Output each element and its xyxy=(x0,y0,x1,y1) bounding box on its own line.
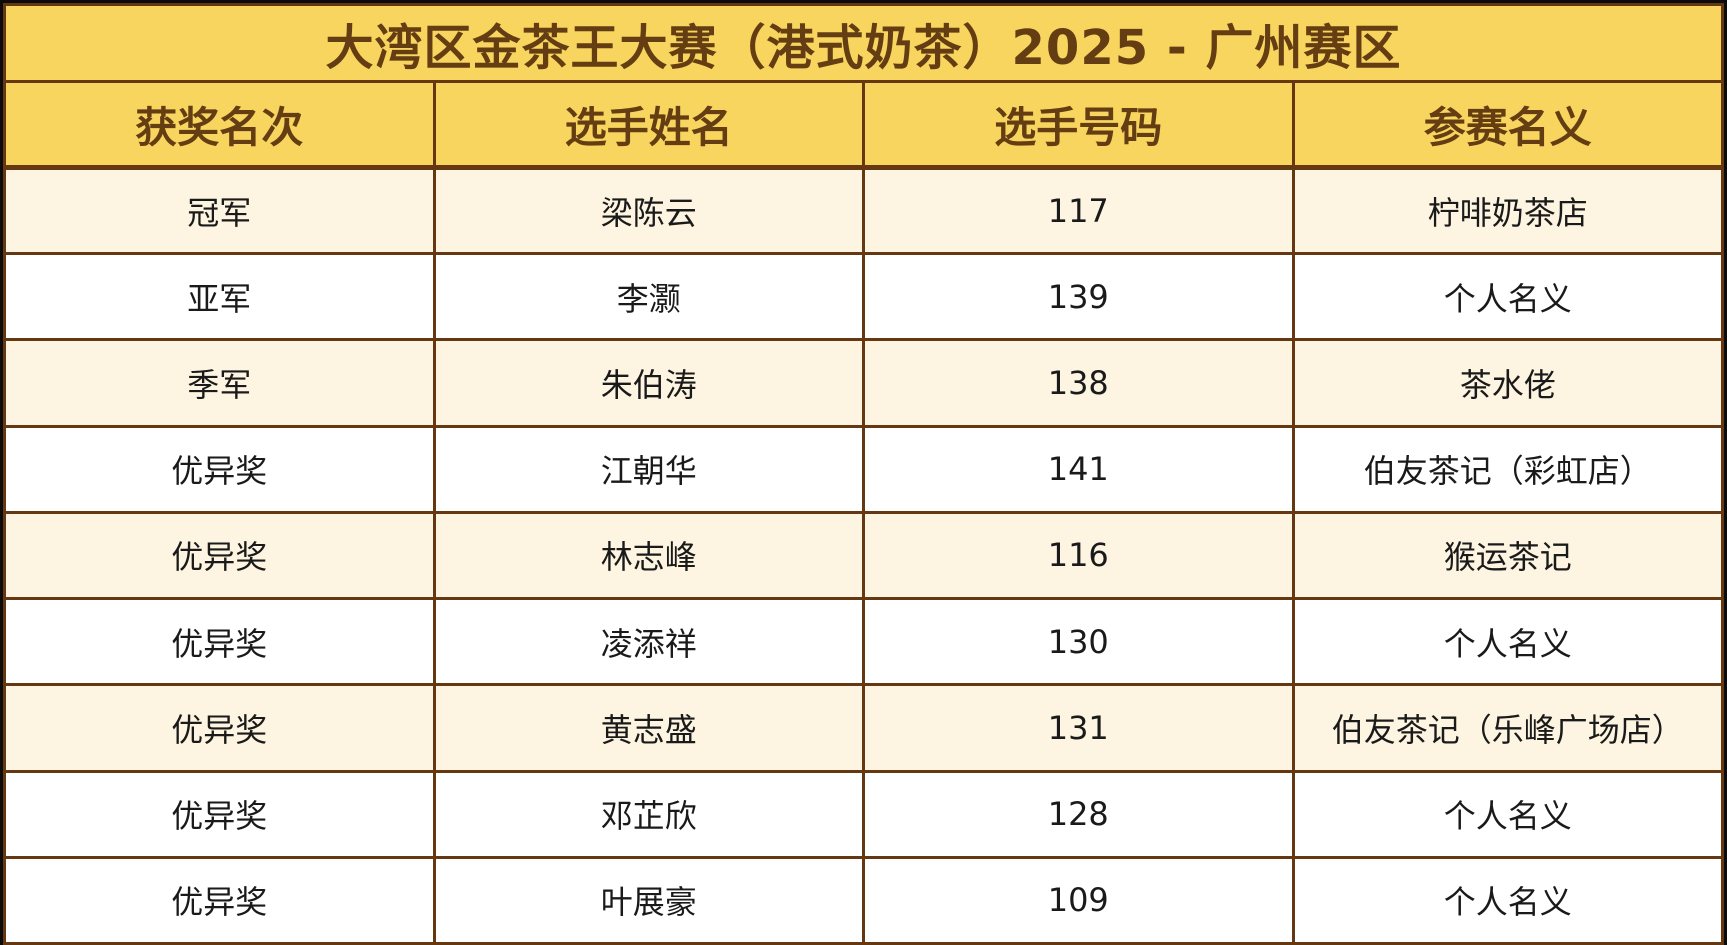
cell-name: 黄志盛 xyxy=(432,683,865,773)
cell-entity: 个人名义 xyxy=(1291,769,1724,859)
cell-number: 117 xyxy=(862,165,1295,256)
results-table: 大湾区金茶王大赛（港式奶茶）2025 - 广州赛区 获奖名次 选手姓名 选手号码… xyxy=(3,3,1724,945)
table-row: 优异奖 黄志盛 131 伯友茶记（乐峰广场店） xyxy=(3,683,1724,773)
cell-entity: 伯友茶记（乐峰广场店） xyxy=(1291,683,1724,773)
cell-name: 凌添祥 xyxy=(432,597,865,687)
cell-rank: 冠军 xyxy=(3,165,436,256)
title-row: 大湾区金茶王大赛（港式奶茶）2025 - 广州赛区 xyxy=(3,3,1724,83)
cell-entity: 个人名义 xyxy=(1291,597,1724,687)
cell-number: 130 xyxy=(862,597,1295,687)
cell-rank: 优异奖 xyxy=(3,769,436,859)
table-row: 季军 朱伯涛 138 茶水佬 xyxy=(3,338,1724,428)
cell-rank: 季军 xyxy=(3,338,436,428)
cell-number: 128 xyxy=(862,769,1295,859)
cell-entity: 个人名义 xyxy=(1291,855,1724,945)
table-body: 冠军 梁陈云 117 柠啡奶茶店 亚军 李灏 139 个人名义 季军 朱伯涛 138 茶水佬 优异奖 江朝… xyxy=(3,165,1724,945)
cell-number: 131 xyxy=(862,683,1295,773)
cell-name: 叶展豪 xyxy=(432,855,865,945)
column-header-rank: 获奖名次 xyxy=(3,80,436,170)
cell-entity: 猴运茶记 xyxy=(1291,510,1724,601)
cell-entity: 个人名义 xyxy=(1291,252,1724,342)
cell-entity: 茶水佬 xyxy=(1291,338,1724,428)
cell-name: 梁陈云 xyxy=(432,165,865,256)
column-header-entity: 参赛名义 xyxy=(1291,80,1724,170)
table-row: 优异奖 凌添祥 130 个人名义 xyxy=(3,597,1724,687)
cell-rank: 优异奖 xyxy=(3,424,436,514)
cell-rank: 优异奖 xyxy=(3,597,436,687)
cell-entity: 柠啡奶茶店 xyxy=(1291,165,1724,256)
cell-name: 李灏 xyxy=(432,252,865,342)
cell-number: 109 xyxy=(862,855,1295,945)
column-header-name: 选手姓名 xyxy=(432,80,865,170)
cell-number: 141 xyxy=(862,424,1295,514)
cell-entity: 伯友茶记（彩虹店） xyxy=(1291,424,1724,514)
cell-name: 邓芷欣 xyxy=(432,769,865,859)
table-row: 优异奖 江朝华 141 伯友茶记（彩虹店） xyxy=(3,424,1724,514)
cell-name: 朱伯涛 xyxy=(432,338,865,428)
cell-name: 林志峰 xyxy=(432,510,865,601)
cell-rank: 亚军 xyxy=(3,252,436,342)
cell-rank: 优异奖 xyxy=(3,855,436,945)
table-row: 优异奖 林志峰 116 猴运茶记 xyxy=(3,510,1724,601)
cell-name: 江朝华 xyxy=(432,424,865,514)
page-title: 大湾区金茶王大赛（港式奶茶）2025 - 广州赛区 xyxy=(3,3,1724,83)
column-header-row: 获奖名次 选手姓名 选手号码 参赛名义 xyxy=(3,80,1724,170)
cell-rank: 优异奖 xyxy=(3,683,436,773)
cell-number: 139 xyxy=(862,252,1295,342)
table-row: 优异奖 邓芷欣 128 个人名义 xyxy=(3,769,1724,859)
cell-number: 138 xyxy=(862,338,1295,428)
column-header-number: 选手号码 xyxy=(862,80,1295,170)
table-row: 优异奖 叶展豪 109 个人名义 xyxy=(3,855,1724,945)
cell-rank: 优异奖 xyxy=(3,510,436,601)
table-row: 亚军 李灏 139 个人名义 xyxy=(3,252,1724,342)
cell-number: 116 xyxy=(862,510,1295,601)
table-row: 冠军 梁陈云 117 柠啡奶茶店 xyxy=(3,165,1724,256)
